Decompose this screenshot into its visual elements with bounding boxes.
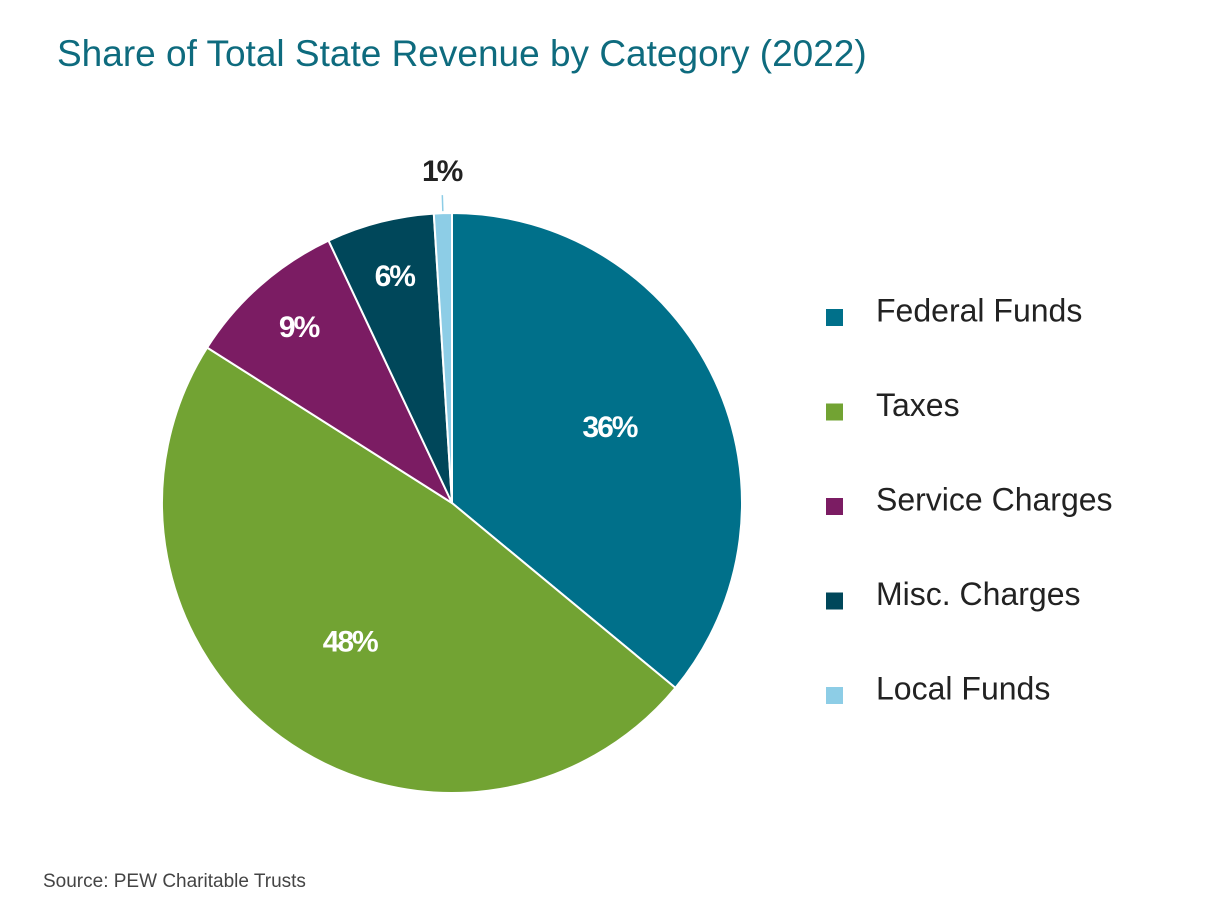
- pie-slice: [432, 211, 453, 504]
- legend-label: Taxes: [876, 387, 960, 423]
- pie-slice: [161, 346, 677, 794]
- value-label: 9%: [279, 311, 320, 344]
- legend-label: Service Charges: [876, 481, 1113, 517]
- legend-swatch: [826, 687, 843, 704]
- legend-label: Federal Funds: [876, 292, 1082, 328]
- value-label: 1%: [422, 155, 463, 188]
- legend-swatch: [826, 592, 843, 610]
- pie-slice: [451, 211, 743, 690]
- value-label: 48%: [323, 626, 378, 659]
- legend-swatch: [826, 498, 843, 515]
- leader-line: [441, 195, 444, 212]
- value-label: 36%: [582, 411, 637, 444]
- value-label: 6%: [375, 260, 416, 293]
- pie-slice: [205, 239, 455, 506]
- source: Source: PEW Charitable Trusts: [43, 871, 306, 892]
- legend-label: Misc. Charges: [876, 576, 1081, 612]
- chart-title: Share of Total State Revenue by Category…: [57, 33, 867, 74]
- legend-label: Local Funds: [876, 670, 1050, 706]
- legend-swatch: [826, 403, 843, 421]
- legend-swatch: [826, 309, 843, 326]
